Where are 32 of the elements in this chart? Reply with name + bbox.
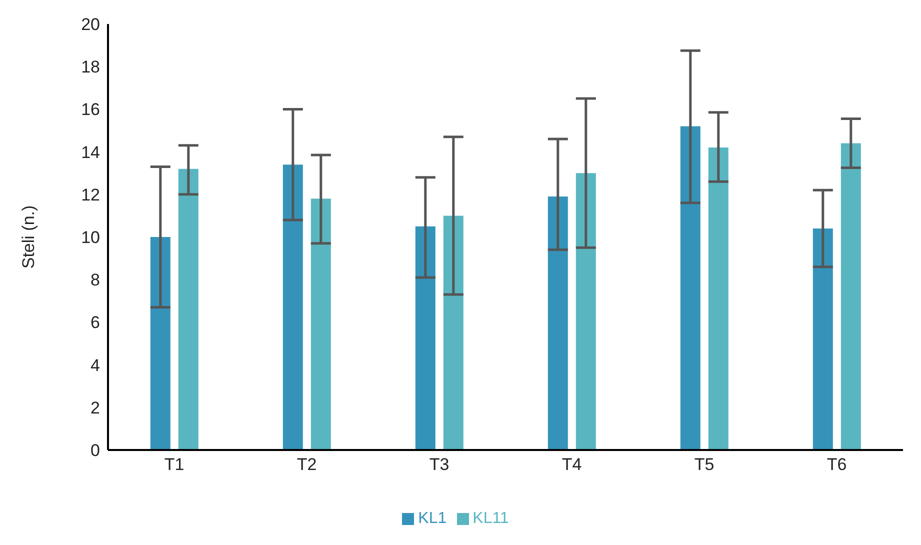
y-tick-label: 6 <box>90 313 100 332</box>
x-tick-label: T6 <box>826 455 847 474</box>
x-tick-label: T3 <box>429 455 450 474</box>
y-tick-label: 10 <box>81 228 100 248</box>
bar <box>282 164 303 450</box>
y-tick-label: 2 <box>90 398 100 418</box>
legend-label: KL11 <box>472 510 509 527</box>
bar <box>840 143 861 450</box>
x-tick-label: T5 <box>694 455 714 474</box>
bar <box>443 216 464 450</box>
bar <box>310 198 331 450</box>
bar <box>415 226 436 450</box>
y-tick-label: 14 <box>81 142 100 162</box>
bar <box>150 237 170 450</box>
y-axis-title: Steli (n.) <box>19 205 38 269</box>
x-tick-label: T4 <box>562 455 582 474</box>
bar <box>812 228 833 450</box>
bar <box>178 168 198 450</box>
y-tick-label: 12 <box>81 185 100 204</box>
legend-label: KL1 <box>418 510 447 527</box>
y-tick-label: 16 <box>81 100 100 120</box>
bar <box>708 148 728 450</box>
y-tick-label: 4 <box>90 356 100 375</box>
bar <box>548 196 568 450</box>
x-tick-label: T1 <box>164 455 184 474</box>
y-tick-label: 18 <box>81 58 100 77</box>
y-tick-label: 0 <box>90 441 100 460</box>
y-tick-label: 8 <box>90 270 100 290</box>
bar <box>680 126 700 450</box>
y-tick-label: 20 <box>81 15 100 34</box>
bar <box>576 173 596 450</box>
x-tick-label: T2 <box>296 455 317 474</box>
